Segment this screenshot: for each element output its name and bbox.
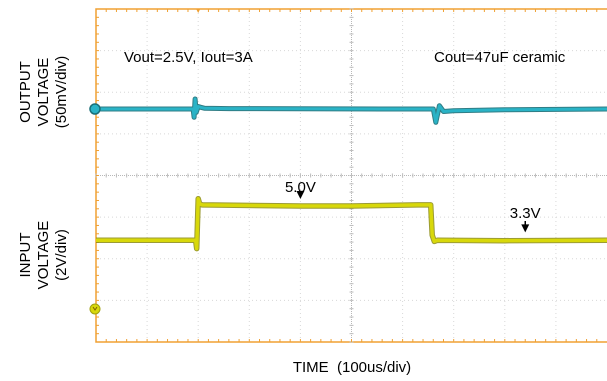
input-ylabel-line2: VOLTAGE	[35, 221, 52, 290]
input-annotation-5v: 5.0V	[285, 179, 316, 196]
traces	[96, 96, 607, 252]
output-ylabel-2: VOLTAGE	[35, 58, 52, 127]
channel-1-marker	[89, 103, 101, 115]
input-ylabel-2: VOLTAGE	[35, 221, 52, 290]
output-ylabel-line3: (50mV/div)	[53, 56, 70, 129]
trigger-marker	[196, 9, 201, 13]
annotation-arrows	[296, 190, 530, 233]
grid	[95, 8, 607, 343]
input-ylabel-line1: INPUT	[17, 233, 34, 278]
output-ylabel: OUTPUT	[17, 61, 34, 123]
channel-2-marker-glyph	[92, 306, 98, 311]
channel-2-marker	[89, 303, 101, 315]
input-annotation-3v3: 3.3V	[510, 205, 541, 222]
channel-markers	[89, 103, 101, 315]
input-voltage-trace	[96, 196, 607, 251]
output-annotation-conditions: Vout=2.5V, Iout=3A	[124, 49, 253, 66]
output-voltage-trace	[96, 97, 607, 124]
output-ylabel-3: (50mV/div)	[53, 56, 70, 129]
output-annotation-cout: Cout=47uF ceramic	[434, 49, 566, 66]
arrow-5v-head	[296, 190, 305, 199]
arrow-3v3-head	[521, 224, 530, 233]
x-axis-label: TIME (100us/div)	[293, 359, 411, 376]
input-ylabel: INPUT	[17, 233, 34, 278]
output-ylabel-line2: VOLTAGE	[35, 58, 52, 127]
input-ylabel-line3: (2V/div)	[53, 229, 70, 281]
output-ylabel-line1: OUTPUT	[17, 61, 34, 123]
input-ylabel-3: (2V/div)	[53, 229, 70, 281]
